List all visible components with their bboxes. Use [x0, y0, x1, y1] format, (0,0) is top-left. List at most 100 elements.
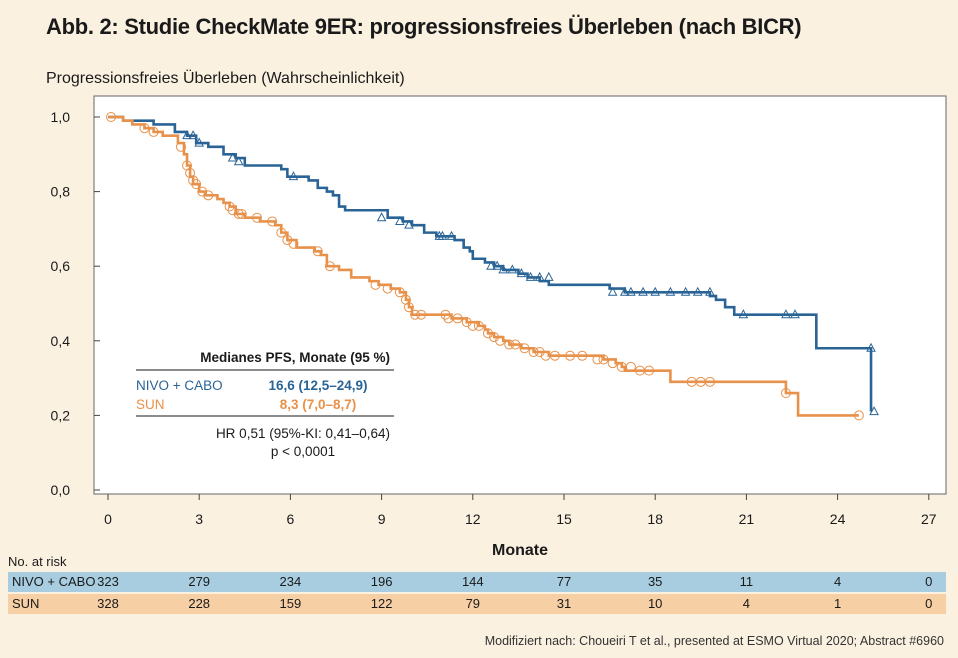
censor-marker-sun — [853, 410, 864, 421]
censor-marker-nivo — [376, 212, 387, 222]
censor-marker-sun — [148, 126, 159, 137]
censor-marker-sun — [704, 376, 715, 387]
stats-header: Medianes PFS, Monate (95 %) — [200, 350, 390, 365]
at-risk-value: 4 — [742, 596, 751, 611]
censor-marker-nivo — [869, 406, 879, 416]
censor-marker-sun — [203, 190, 214, 201]
censor-marker-nivo — [738, 309, 749, 319]
censor-marker-sun — [528, 346, 539, 357]
stats-p: p < 0,0001 — [271, 444, 335, 459]
censor-marker-sun — [233, 208, 244, 219]
censor-marker-sun — [382, 283, 393, 294]
censor-marker-sun — [370, 279, 381, 290]
censor-marker-sun — [227, 205, 238, 216]
at-risk-value: 234 — [279, 574, 302, 589]
censor-marker-nivo — [626, 286, 636, 296]
censor-marker-sun — [139, 123, 150, 134]
x-axis-title: Monate — [492, 542, 548, 559]
at-risk-value: 10 — [647, 596, 663, 611]
at-risk-value: 77 — [556, 574, 572, 589]
censor-marker-sun — [483, 328, 493, 339]
censor-marker-sun — [276, 227, 287, 238]
x-tick-label: 9 — [378, 511, 386, 527]
censor-marker-nivo — [619, 286, 630, 296]
x-tick-label: 0 — [104, 511, 112, 527]
censor-marker-sun — [780, 388, 791, 399]
censor-marker-sun — [282, 235, 293, 246]
at-risk-value: 31 — [556, 596, 572, 611]
censor-marker-sun — [489, 332, 500, 343]
censor-marker-sun — [510, 339, 521, 350]
at-risk-value: 122 — [370, 596, 393, 611]
censor-marker-nivo — [650, 286, 661, 296]
censor-marker-nivo — [492, 260, 502, 270]
at-risk-value: 323 — [97, 574, 119, 589]
censor-marker-nivo — [446, 230, 457, 240]
at-risk-value: 0 — [925, 596, 933, 611]
censor-marker-sun — [504, 339, 515, 350]
censor-marker-sun — [188, 175, 199, 186]
censor-marker-sun — [191, 179, 202, 190]
censor-marker-nivo — [437, 230, 448, 240]
at-risk-value: 0 — [925, 574, 933, 589]
censor-marker-nivo — [498, 264, 509, 274]
censor-marker-nivo — [638, 286, 648, 296]
x-tick-label: 21 — [739, 511, 755, 527]
censor-marker-sun — [224, 201, 235, 212]
stats-label-nivo: NIVO + CABO — [136, 378, 223, 393]
censor-marker-sun — [324, 261, 335, 272]
y-tick-label: 0,6 — [51, 258, 71, 274]
censor-marker-nivo — [486, 260, 496, 270]
censor-marker-sun — [251, 212, 262, 223]
y-axis-title: Progressionsfreies Überleben (Wahrschein… — [46, 70, 405, 87]
censor-marker-sun — [267, 216, 278, 227]
censor-marker-sun — [592, 354, 603, 365]
y-tick-label: 0,4 — [51, 333, 71, 349]
censor-marker-sun — [236, 208, 247, 219]
at-risk-row-nivo: NIVO + CABO 323 279 234 196 144 77 35 11 4 0 — [8, 572, 946, 592]
censor-marker-nivo — [227, 152, 238, 162]
x-tick-label: 6 — [287, 511, 295, 527]
at-risk-value: 279 — [188, 574, 211, 589]
censor-marker-sun — [461, 317, 472, 328]
censor-marker-sun — [403, 302, 414, 313]
censor-marker-sun — [312, 246, 323, 257]
censor-marker-sun — [175, 141, 186, 152]
at-risk-header: No. at risk — [8, 554, 67, 569]
censor-marker-sun — [549, 350, 560, 361]
stats-value-nivo: 16,6 (12,5–24,9) — [268, 378, 367, 393]
censor-marker-nivo — [692, 286, 703, 296]
at-risk-value: 4 — [833, 574, 842, 589]
censor-marker-sun — [288, 238, 299, 249]
censor-marker-sun — [106, 112, 117, 122]
stats-hr: HR 0,51 (95%-KI: 0,41–0,64) — [216, 426, 390, 441]
censor-marker-nivo — [404, 219, 414, 229]
censor-marker-nivo — [680, 286, 691, 296]
censor-marker-nivo — [534, 271, 545, 281]
censor-marker-nivo — [781, 309, 791, 319]
censor-marker-sun — [440, 309, 451, 320]
x-tick-label: 24 — [830, 511, 846, 527]
censor-marker-nivo — [705, 286, 715, 296]
stats-label-sun: SUN — [136, 397, 165, 412]
censor-marker-sun — [625, 361, 636, 372]
censor-marker-nivo — [288, 171, 299, 181]
censor-marker-sun — [416, 309, 427, 320]
censor-marker-nivo — [194, 137, 205, 147]
at-risk-label-nivo: NIVO + CABO — [12, 574, 96, 589]
at-risk-row-sun: SUN 328 228 159 122 79 31 10 4 1 0 — [8, 594, 946, 614]
x-tick-label: 3 — [195, 511, 203, 527]
at-risk-value: 11 — [739, 574, 754, 589]
censor-marker-sun — [519, 343, 530, 354]
stats-value-sun: 8,3 (7,0–8,7) — [280, 397, 357, 412]
censor-marker-nivo — [790, 309, 800, 319]
censor-marker-sun — [410, 309, 421, 320]
x-tick-label: 15 — [556, 511, 572, 527]
censor-marker-sun — [473, 320, 484, 331]
censor-marker-nivo — [543, 271, 554, 281]
censor-marker-nivo — [507, 264, 518, 274]
censor-marker-sun — [197, 186, 208, 197]
censor-marker-sun — [534, 346, 545, 357]
figure-title: Abb. 2: Studie CheckMate 9ER: progressio… — [46, 14, 802, 39]
at-risk-value: 144 — [461, 574, 484, 589]
